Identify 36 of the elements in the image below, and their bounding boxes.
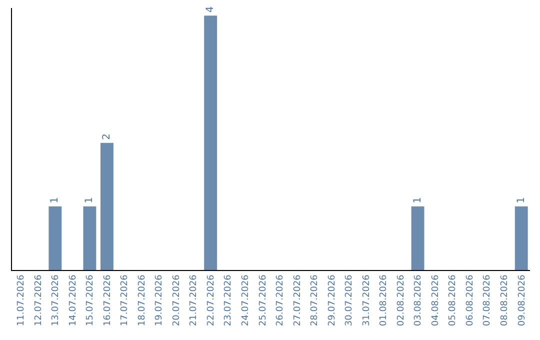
x-tick-label: 11.07.2026 (16, 274, 27, 326)
x-tick-label: 27.07.2026 (292, 274, 303, 326)
x-tick-label: 12.07.2026 (34, 274, 44, 326)
x-tick-label: 31.07.2026 (362, 274, 372, 326)
data-label: 1 (50, 197, 61, 204)
x-tick-label: 04.08.2026 (430, 274, 441, 326)
x-tick-label: 17.07.2026 (120, 274, 130, 326)
x-tick-label: 21.07.2026 (189, 274, 200, 326)
x-tick-label: 19.07.2026 (154, 274, 165, 326)
data-label: 2 (101, 133, 112, 140)
x-tick-label: 26.07.2026 (276, 274, 286, 326)
x-tick-label: 25.07.2026 (258, 274, 268, 326)
x-tick-label: 30.07.2026 (344, 274, 355, 326)
x-tick-label: 02.08.2026 (396, 274, 406, 326)
x-tick-label: 15.07.2026 (86, 274, 96, 326)
x-tick-label: 22.07.2026 (206, 274, 216, 326)
x-tick-label: 18.07.2026 (137, 274, 148, 326)
data-label: 1 (412, 197, 424, 204)
x-tick-label: 05.08.2026 (448, 274, 458, 326)
x-tick-label: 16.07.2026 (102, 274, 113, 326)
x-tick-label: 14.07.2026 (68, 274, 78, 326)
x-tick-label: 03.08.2026 (414, 274, 424, 326)
x-tick-label: 09.08.2026 (517, 274, 528, 326)
x-tick-label: 28.07.2026 (310, 274, 320, 326)
data-label: 1 (516, 197, 527, 204)
data-label: 1 (84, 197, 96, 204)
x-tick-label: 01.08.2026 (379, 274, 390, 326)
x-tick-label: 13.07.2026 (51, 274, 62, 326)
x-tick-label: 06.08.2026 (465, 274, 476, 326)
x-tick-label: 07.08.2026 (482, 274, 493, 326)
data-label: 4 (205, 6, 216, 13)
x-tick-label: 24.07.2026 (241, 274, 252, 326)
x-tick-label: 29.07.2026 (327, 274, 338, 326)
x-tick-label: 20.07.2026 (172, 274, 182, 326)
x-tick-label: 08.08.2026 (500, 274, 510, 326)
x-tick-label: 23.07.2026 (224, 274, 234, 326)
